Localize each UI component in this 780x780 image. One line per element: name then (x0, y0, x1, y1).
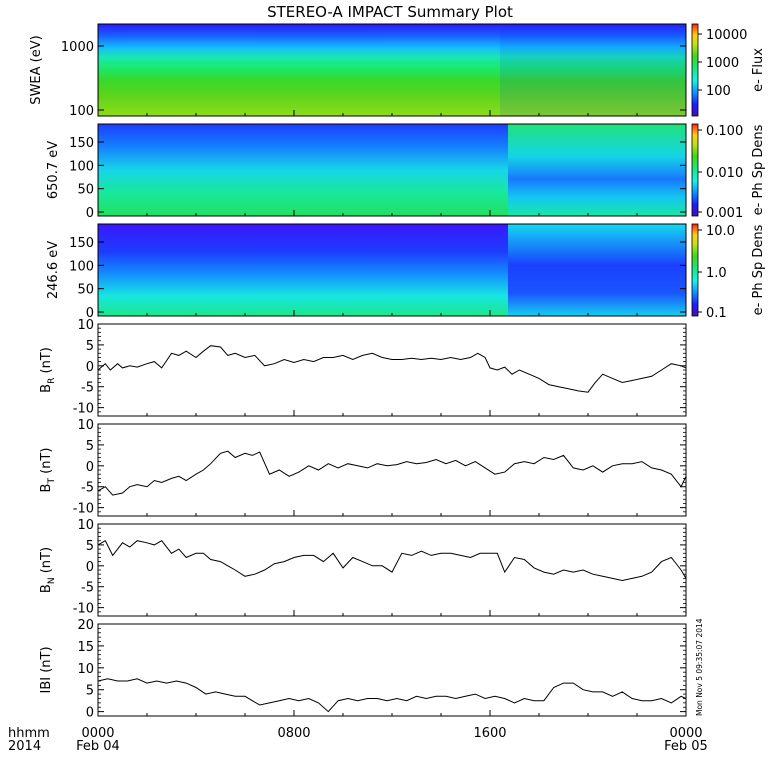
series-line (97, 345, 687, 393)
ytick-label: 10 (77, 518, 94, 533)
plot-title: STEREO-A IMPACT Summary Plot (267, 3, 513, 21)
colorbar-tick-label: 0.1 (706, 306, 727, 321)
xtick-date-label: Feb 05 (664, 739, 708, 754)
pitch-ytick-label: 100 (69, 159, 94, 174)
panel-swea (97, 23, 687, 117)
colorbar-650-scale (691, 123, 699, 217)
ylabel: BN (nT) (39, 547, 57, 593)
year-label: 2014 (8, 739, 41, 754)
ytick-label: 5 (86, 339, 94, 354)
xtick-label: 0800 (277, 726, 310, 741)
ytick-label: 5 (86, 684, 94, 699)
series-line (97, 450, 687, 496)
panel-bt-frame (97, 423, 687, 517)
ytick-label: 0 (86, 706, 94, 721)
ytick-label: 10 (77, 418, 94, 433)
colorbar-tick-label: 0.010 (706, 166, 743, 181)
panel-bn-frame (97, 523, 687, 617)
ytick-label: 20 (77, 618, 94, 633)
ytick-label: 5 (86, 539, 94, 554)
colorbar-tick-label: 0.100 (706, 124, 743, 139)
colorbar-246-scale (691, 223, 699, 317)
colorbar-label: e- Ph Sp Dens (751, 124, 766, 215)
ylabel-main: B (39, 584, 54, 593)
ytick-label: 0 (86, 360, 94, 375)
p650-spectrogram (98, 124, 508, 216)
ylabel-unit: (nT) (39, 448, 54, 478)
swea-ytick-label: 1000 (61, 40, 94, 55)
ylabel-unit: (nT) (39, 347, 54, 377)
ytick-label: -10 (73, 402, 94, 417)
pitch-ytick-label: 50 (77, 283, 94, 298)
ylabel-main: B (39, 384, 54, 393)
colorbar-650 (691, 123, 699, 217)
colorbar-tick-label: 1000 (706, 56, 739, 71)
panel-650 (97, 123, 687, 217)
ytick-label: -5 (81, 481, 94, 496)
p650-spectrogram-late (508, 124, 686, 216)
ylabel-subscript: T (47, 478, 57, 485)
ytick-label: -5 (81, 581, 94, 596)
xtick-label: 0000 (669, 726, 702, 741)
colorbar-tick-label: 0.001 (706, 206, 743, 221)
ytick-label: 5 (86, 439, 94, 454)
pitch-ytick-label: 0 (86, 306, 94, 321)
ylabel: IBI (nT) (39, 646, 54, 693)
ytick-label: -10 (73, 502, 94, 517)
xtick-label: 0000 (81, 726, 114, 741)
series-line (97, 678, 687, 713)
ytick-label: -10 (73, 602, 94, 617)
colorbar-swea-scale (691, 23, 699, 117)
colorbar-tick-label: 10000 (706, 28, 747, 43)
swea-spectrogram (98, 24, 686, 116)
p246-spectrogram (98, 224, 508, 316)
ylabel-subscript: N (47, 577, 57, 584)
panel-bmag-frame (97, 623, 687, 717)
swea-ylabel: SWEA (eV) (29, 35, 44, 104)
pitch-ytick-label: 0 (86, 206, 94, 221)
pitch-ytick-label: 100 (69, 259, 94, 274)
xtick-date-label: Feb 04 (76, 739, 120, 754)
pitch-ylabel: 650.7 eV (46, 141, 61, 199)
ytick-label: 10 (77, 318, 94, 333)
ytick-label: 15 (77, 640, 94, 655)
pitch-ylabel: 246.6 eV (46, 241, 61, 299)
ytick-label: 0 (86, 560, 94, 575)
panel-246 (97, 223, 687, 317)
ytick-label: 0 (86, 460, 94, 475)
ytick-label: 10 (77, 662, 94, 677)
colorbar-label: e- Ph Sp Dens (751, 224, 766, 315)
colorbar-tick-label: 10.0 (706, 224, 735, 239)
series-line (97, 540, 687, 582)
ylabel-main: B (39, 484, 54, 493)
colorbar-label: e- Flux (751, 48, 766, 92)
ytick-label: -5 (81, 381, 94, 396)
ylabel-subscript: R (47, 378, 57, 384)
pitch-ytick-label: 150 (69, 236, 94, 251)
generation-timestamp: Mon Nov 5 09:35:07 2014 (695, 618, 704, 716)
colorbar-tick-label: 100 (706, 84, 731, 99)
colorbar-swea (691, 23, 699, 117)
p246-spectrogram-late (508, 224, 686, 316)
pitch-ytick-label: 50 (77, 183, 94, 198)
colorbar-tick-label: 1.0 (706, 266, 727, 281)
xtick-label: 1600 (473, 726, 506, 741)
ylabel: BR (nT) (39, 347, 57, 393)
ylabel: BT (nT) (39, 448, 57, 493)
time-format-label: hhmm (8, 726, 50, 741)
ylabel-unit: (nT) (39, 547, 54, 577)
panel-br-frame (97, 323, 687, 417)
swea-dark-band (500, 24, 686, 116)
swea-ytick-label: 100 (69, 104, 94, 119)
colorbar-246 (691, 223, 699, 317)
pitch-ytick-label: 150 (69, 136, 94, 151)
